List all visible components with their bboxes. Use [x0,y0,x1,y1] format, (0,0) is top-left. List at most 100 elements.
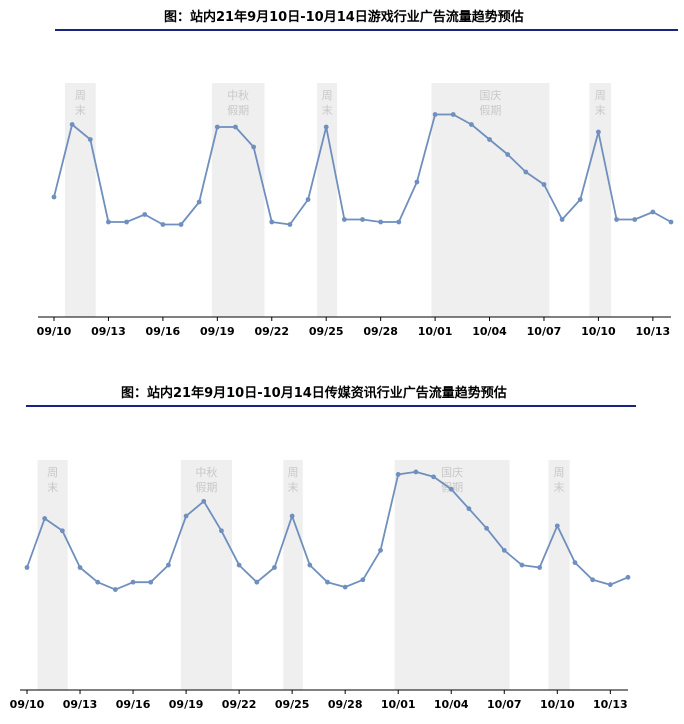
x-tick-label: 10/01 [381,698,416,711]
data-point [254,579,260,585]
data-point [559,217,565,222]
holiday-band-label: 假期 [479,103,501,117]
title-underline [26,405,636,407]
x-tick-label: 09/19 [200,325,235,338]
x-tick-label: 10/07 [527,325,562,338]
data-point [178,222,184,227]
data-point [487,137,492,142]
x-tick-label: 09/25 [275,698,310,711]
data-point [396,219,402,225]
data-point [106,219,111,225]
data-point [523,169,529,175]
data-point [537,565,543,570]
data-point [378,219,384,225]
data-point [607,582,613,588]
holiday-band-label: 周 [288,466,299,479]
data-point [183,513,189,519]
holiday-band [548,460,570,690]
holiday-band [180,460,233,690]
data-point [42,516,48,521]
data-point [289,513,295,519]
data-point [395,472,401,477]
holiday-band-label: 周 [554,466,565,479]
x-tick-label: 09/28 [363,325,398,338]
data-point [51,194,57,200]
data-point [69,122,75,127]
x-tick-label: 09/13 [63,698,98,711]
data-point [130,579,136,585]
data-point [596,129,601,135]
data-point [431,474,436,480]
x-tick-label: 10/10 [540,698,575,711]
holiday-band-label: 周 [47,466,58,479]
holiday-band [394,460,510,690]
x-tick-label: 09/16 [146,325,181,338]
x-tick-label: 10/01 [418,325,453,338]
holiday-band [431,83,550,317]
media-traffic-chart: 图：站内21年9月10日-10月14日传媒资讯行业广告流量趋势预估 周末 中秋 假期… [0,372,684,724]
holiday-band [211,83,265,317]
data-point [668,219,674,225]
x-tick-label: 10/10 [581,325,616,338]
x-tick-label: 09/13 [91,325,126,338]
data-point [87,137,93,142]
holiday-band-label: 末 [595,103,606,117]
data-point [214,124,220,130]
holiday-band-label: 国庆 [479,88,501,102]
x-tick-label: 10/04 [434,698,469,711]
data-point [251,144,257,150]
holiday-band-label: 末 [554,480,565,494]
holiday-band-label: 末 [288,480,299,494]
data-point [448,486,454,492]
data-point [77,565,83,570]
data-point [466,506,472,512]
holiday-band-label: 周 [75,89,86,102]
data-point [614,217,619,222]
x-tick-label: 09/25 [309,325,344,338]
data-point [196,199,202,205]
data-point [484,525,489,531]
data-point [342,584,348,590]
holiday-band-label: 末 [322,103,333,117]
data-point [432,112,438,117]
data-point [341,217,347,222]
data-point [124,219,129,225]
data-point [590,577,596,583]
data-point [378,547,383,553]
data-point [148,579,154,585]
data-point [360,577,366,583]
data-point [233,124,238,130]
holiday-band-label: 国庆 [441,465,463,479]
chart-title: 图：站内21年9月10日-10月14日游戏行业广告流量趋势预估 [164,10,524,25]
series-line [53,113,672,226]
series-line [26,471,629,591]
data-point [572,560,578,565]
data-point [325,579,330,585]
x-tick-label: 10/07 [487,698,522,711]
data-point [650,209,656,215]
x-tick-label: 10/13 [636,325,671,338]
data-point [95,579,101,585]
data-point [413,469,419,475]
holiday-band-label: 末 [47,480,58,494]
holiday-band [283,460,303,690]
data-point [541,182,547,187]
holiday-band-label: 周 [595,89,606,102]
data-point [323,124,329,130]
data-point [450,112,456,117]
x-tick-label: 09/28 [328,698,363,711]
data-point [24,565,30,570]
media-traffic-plot: 周末中秋假期周末国庆假期周末09/1009/1309/1609/1909/220… [10,460,631,711]
x-tick-label: 09/16 [116,698,151,711]
holiday-band [317,83,338,317]
data-point [166,562,171,568]
x-tick-label: 09/22 [222,698,257,711]
x-tick-label: 10/04 [472,325,507,338]
x-tick-label: 09/10 [37,325,72,338]
data-point [142,212,148,217]
holiday-band [37,460,68,690]
data-point [59,528,65,534]
data-point [272,565,277,570]
data-point [577,197,583,202]
